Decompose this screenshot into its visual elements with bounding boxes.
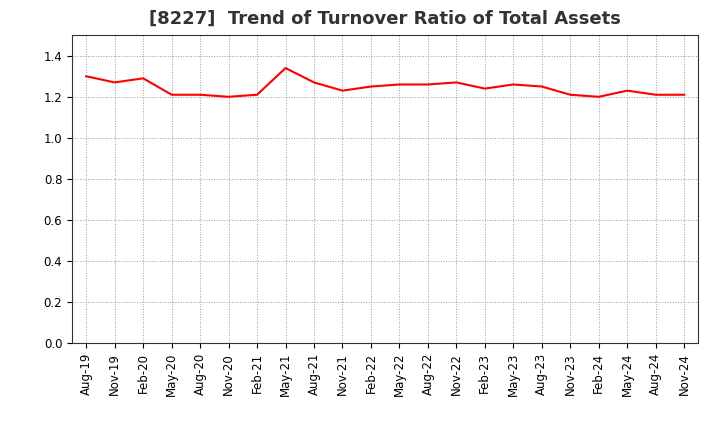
Title: [8227]  Trend of Turnover Ratio of Total Assets: [8227] Trend of Turnover Ratio of Total …: [149, 10, 621, 28]
